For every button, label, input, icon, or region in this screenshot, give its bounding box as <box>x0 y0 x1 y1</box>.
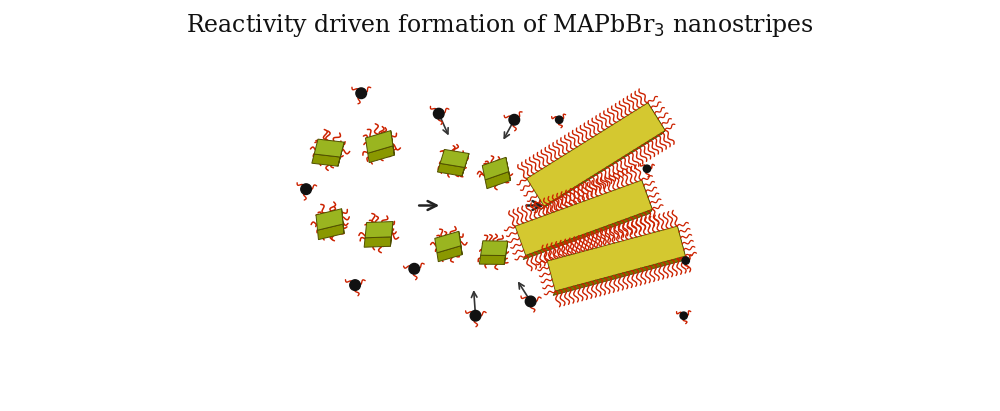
Polygon shape <box>440 150 469 167</box>
Circle shape <box>356 88 367 99</box>
Circle shape <box>680 312 687 319</box>
Polygon shape <box>435 231 461 253</box>
Circle shape <box>525 296 536 307</box>
Polygon shape <box>390 222 393 246</box>
Polygon shape <box>479 255 506 264</box>
Polygon shape <box>365 131 393 153</box>
Polygon shape <box>485 172 510 189</box>
Circle shape <box>643 165 651 173</box>
Polygon shape <box>482 157 509 180</box>
Polygon shape <box>506 157 510 180</box>
Circle shape <box>433 109 444 119</box>
Text: Reactivity driven formation of MAPbBr$_3$ nanostripes: Reactivity driven formation of MAPbBr$_3… <box>186 12 814 39</box>
Polygon shape <box>540 130 665 210</box>
Polygon shape <box>391 131 394 155</box>
Polygon shape <box>639 180 652 214</box>
Polygon shape <box>553 256 685 296</box>
Circle shape <box>409 263 420 274</box>
Polygon shape <box>316 209 343 230</box>
Polygon shape <box>368 146 394 163</box>
Circle shape <box>350 280 360 291</box>
Polygon shape <box>312 154 340 166</box>
Polygon shape <box>504 241 508 264</box>
Circle shape <box>509 115 520 125</box>
Polygon shape <box>364 237 391 247</box>
Polygon shape <box>515 180 652 255</box>
Circle shape <box>470 310 481 321</box>
Polygon shape <box>527 103 665 206</box>
Polygon shape <box>342 209 344 233</box>
Polygon shape <box>437 246 462 262</box>
Circle shape <box>556 116 563 123</box>
Circle shape <box>301 184 311 194</box>
Polygon shape <box>547 226 685 291</box>
Polygon shape <box>481 241 508 256</box>
Polygon shape <box>318 224 344 240</box>
Circle shape <box>682 257 689 264</box>
Polygon shape <box>437 164 465 176</box>
Polygon shape <box>523 209 652 260</box>
Polygon shape <box>675 226 685 261</box>
Polygon shape <box>644 103 665 134</box>
Polygon shape <box>338 142 344 166</box>
Polygon shape <box>314 139 344 157</box>
Polygon shape <box>462 154 469 176</box>
Polygon shape <box>459 231 462 255</box>
Polygon shape <box>365 222 393 238</box>
